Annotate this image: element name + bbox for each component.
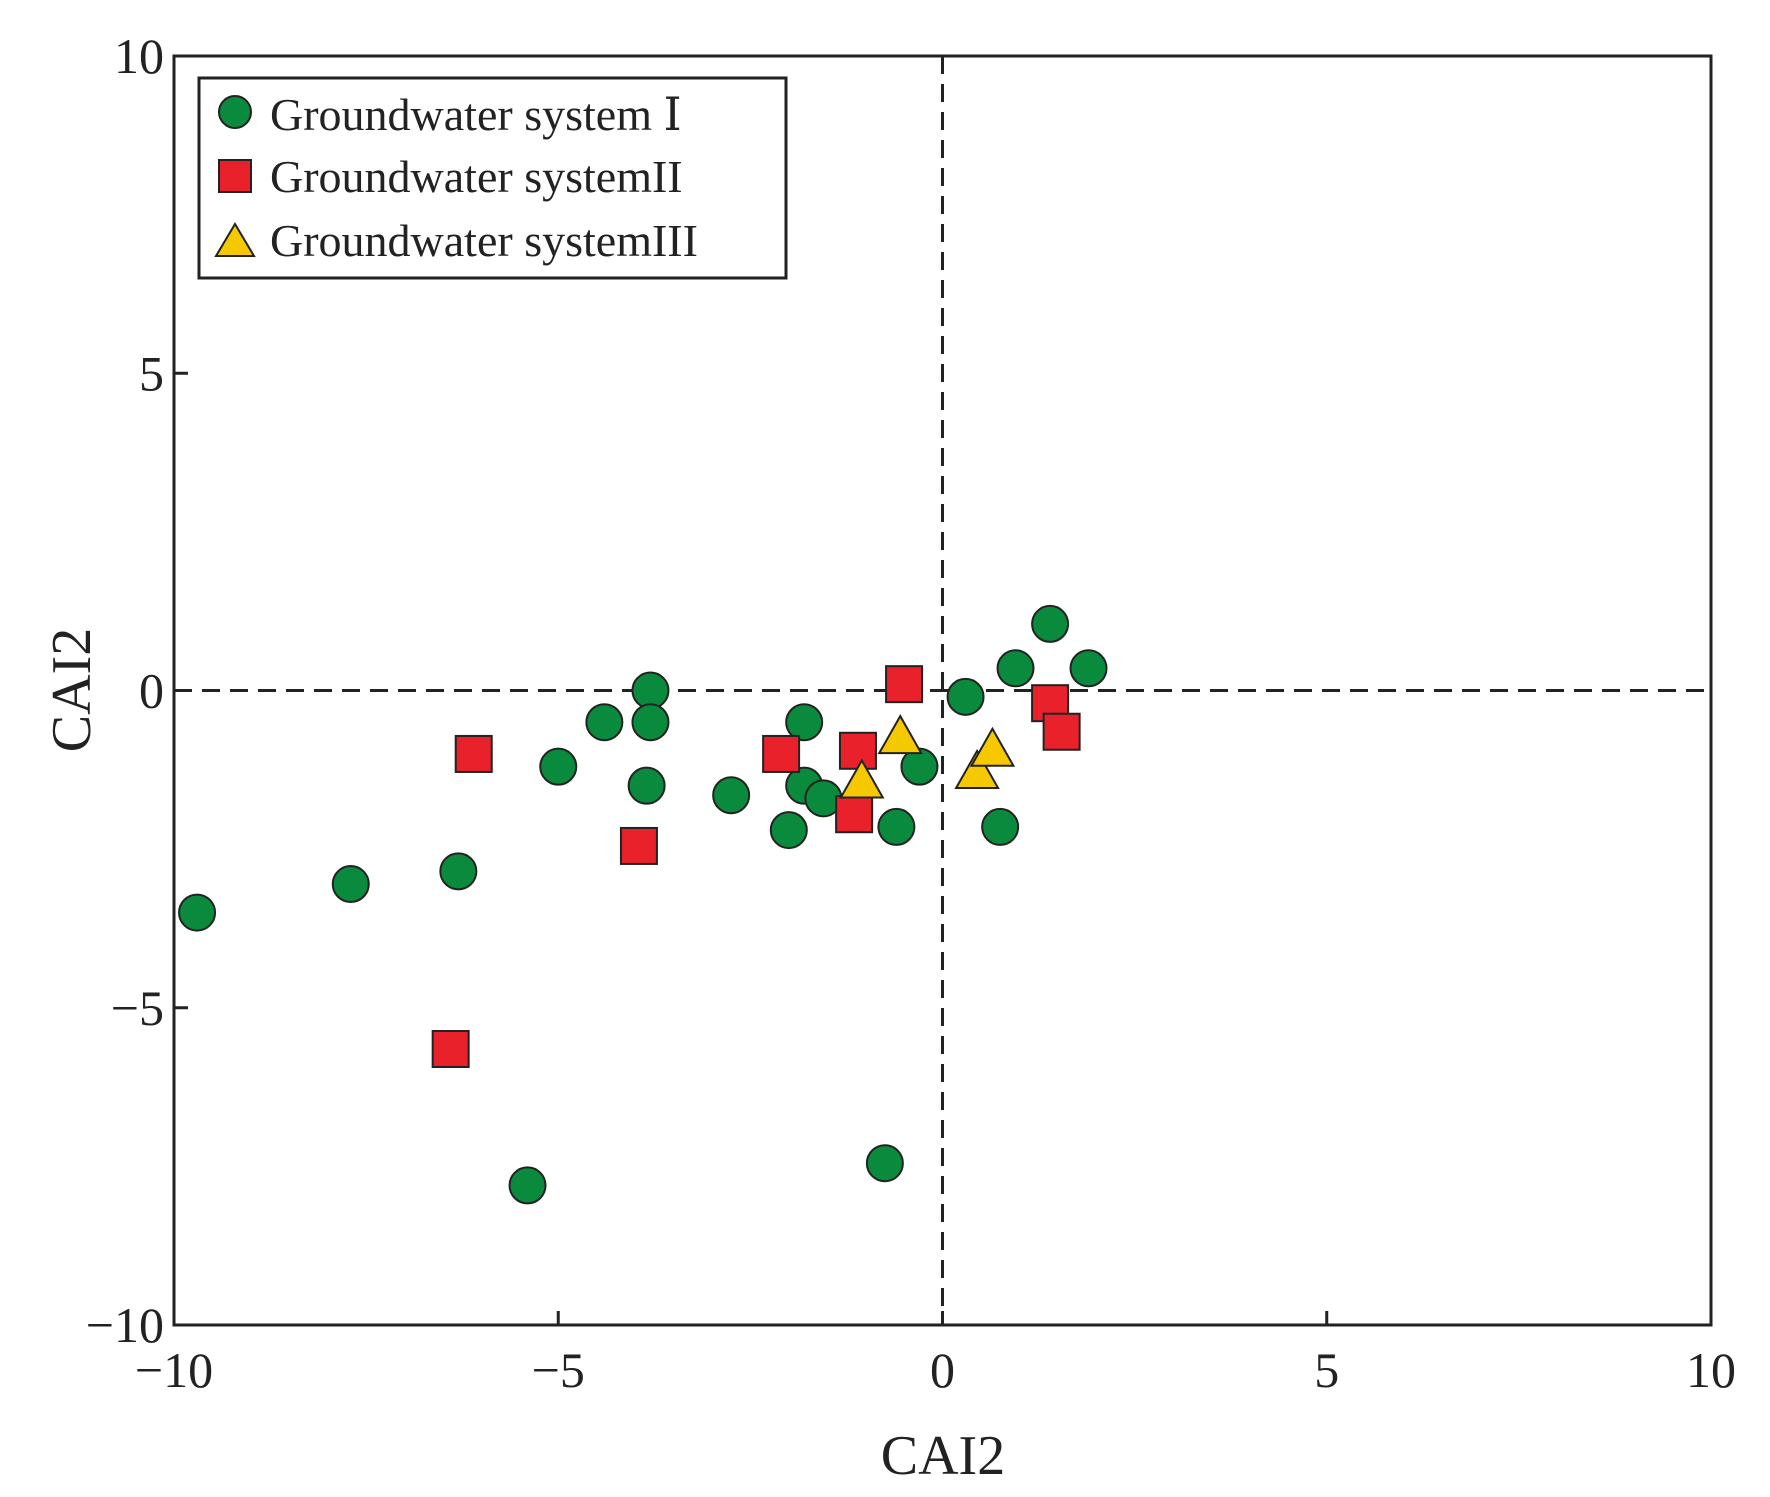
x-axis-title: CAI2 bbox=[881, 1425, 1005, 1487]
data-point-series-1 bbox=[877, 807, 916, 846]
data-point-series-2 bbox=[1042, 712, 1081, 751]
data-point-series-1 bbox=[865, 1144, 904, 1183]
data-point-series-2 bbox=[431, 1029, 470, 1068]
x-tick-label: −10 bbox=[135, 1342, 213, 1398]
legend-box bbox=[197, 76, 788, 280]
data-point-series-1 bbox=[539, 747, 578, 786]
legend-marker-triangle bbox=[214, 222, 256, 257]
data-point-series-1 bbox=[1031, 604, 1070, 643]
data-point-series-1 bbox=[585, 703, 624, 742]
y-tick-label: 0 bbox=[139, 663, 164, 719]
data-point-series-1 bbox=[627, 766, 666, 805]
x-tick-label: 10 bbox=[1686, 1342, 1736, 1398]
data-point-series-1 bbox=[1069, 649, 1108, 688]
data-point-series-1 bbox=[178, 893, 217, 932]
data-point-series-1 bbox=[769, 811, 808, 850]
y-tick-label: −10 bbox=[86, 1297, 164, 1353]
data-point-series-3 bbox=[877, 714, 923, 755]
data-point-series-1 bbox=[631, 703, 670, 742]
data-point-series-2 bbox=[838, 731, 877, 770]
data-point-series-1 bbox=[439, 852, 478, 891]
y-axis-ticks: −10 −5 0 5 10 bbox=[86, 28, 188, 1353]
legend-marker-circle bbox=[218, 95, 252, 129]
data-point-series-1 bbox=[631, 671, 670, 710]
legend-label-system-2: Groundwater systemII bbox=[270, 151, 683, 202]
data-point-series-3 bbox=[969, 726, 1016, 767]
legend-label-system-1: Groundwater system Ⅰ bbox=[270, 89, 682, 140]
x-axis-ticks: −10 −5 0 5 10 bbox=[135, 1311, 1736, 1398]
y-tick-label: 5 bbox=[139, 345, 164, 401]
data-point-series-1 bbox=[981, 807, 1020, 846]
x-tick-label: 0 bbox=[930, 1342, 955, 1398]
x-tick-label: 5 bbox=[1314, 1342, 1339, 1398]
y-tick-label: 10 bbox=[114, 28, 164, 84]
data-point-series-1 bbox=[946, 677, 985, 716]
data-point-series-1 bbox=[331, 865, 370, 904]
data-point-series-2 bbox=[619, 826, 658, 865]
data-markers bbox=[178, 604, 1108, 1205]
x-tick-label: −5 bbox=[532, 1342, 585, 1398]
data-point-series-2 bbox=[885, 665, 924, 704]
data-point-series-2 bbox=[454, 734, 493, 773]
data-point-series-1 bbox=[996, 649, 1035, 688]
data-point-series-2 bbox=[762, 734, 801, 773]
data-point-series-2 bbox=[835, 795, 874, 834]
data-point-series-3 bbox=[954, 748, 1000, 789]
data-point-series-1 bbox=[712, 776, 751, 815]
y-axis-title: CAI2 bbox=[41, 628, 103, 752]
legend-marker-square bbox=[218, 159, 252, 193]
data-point-series-1 bbox=[785, 703, 824, 742]
legend: Groundwater system Ⅰ Groundwater systemI… bbox=[197, 76, 788, 280]
data-point-series-3 bbox=[839, 758, 885, 799]
y-tick-label: −5 bbox=[111, 980, 164, 1036]
data-point-series-1 bbox=[508, 1166, 547, 1205]
legend-label-system-3: Groundwater systemIII bbox=[270, 215, 698, 266]
